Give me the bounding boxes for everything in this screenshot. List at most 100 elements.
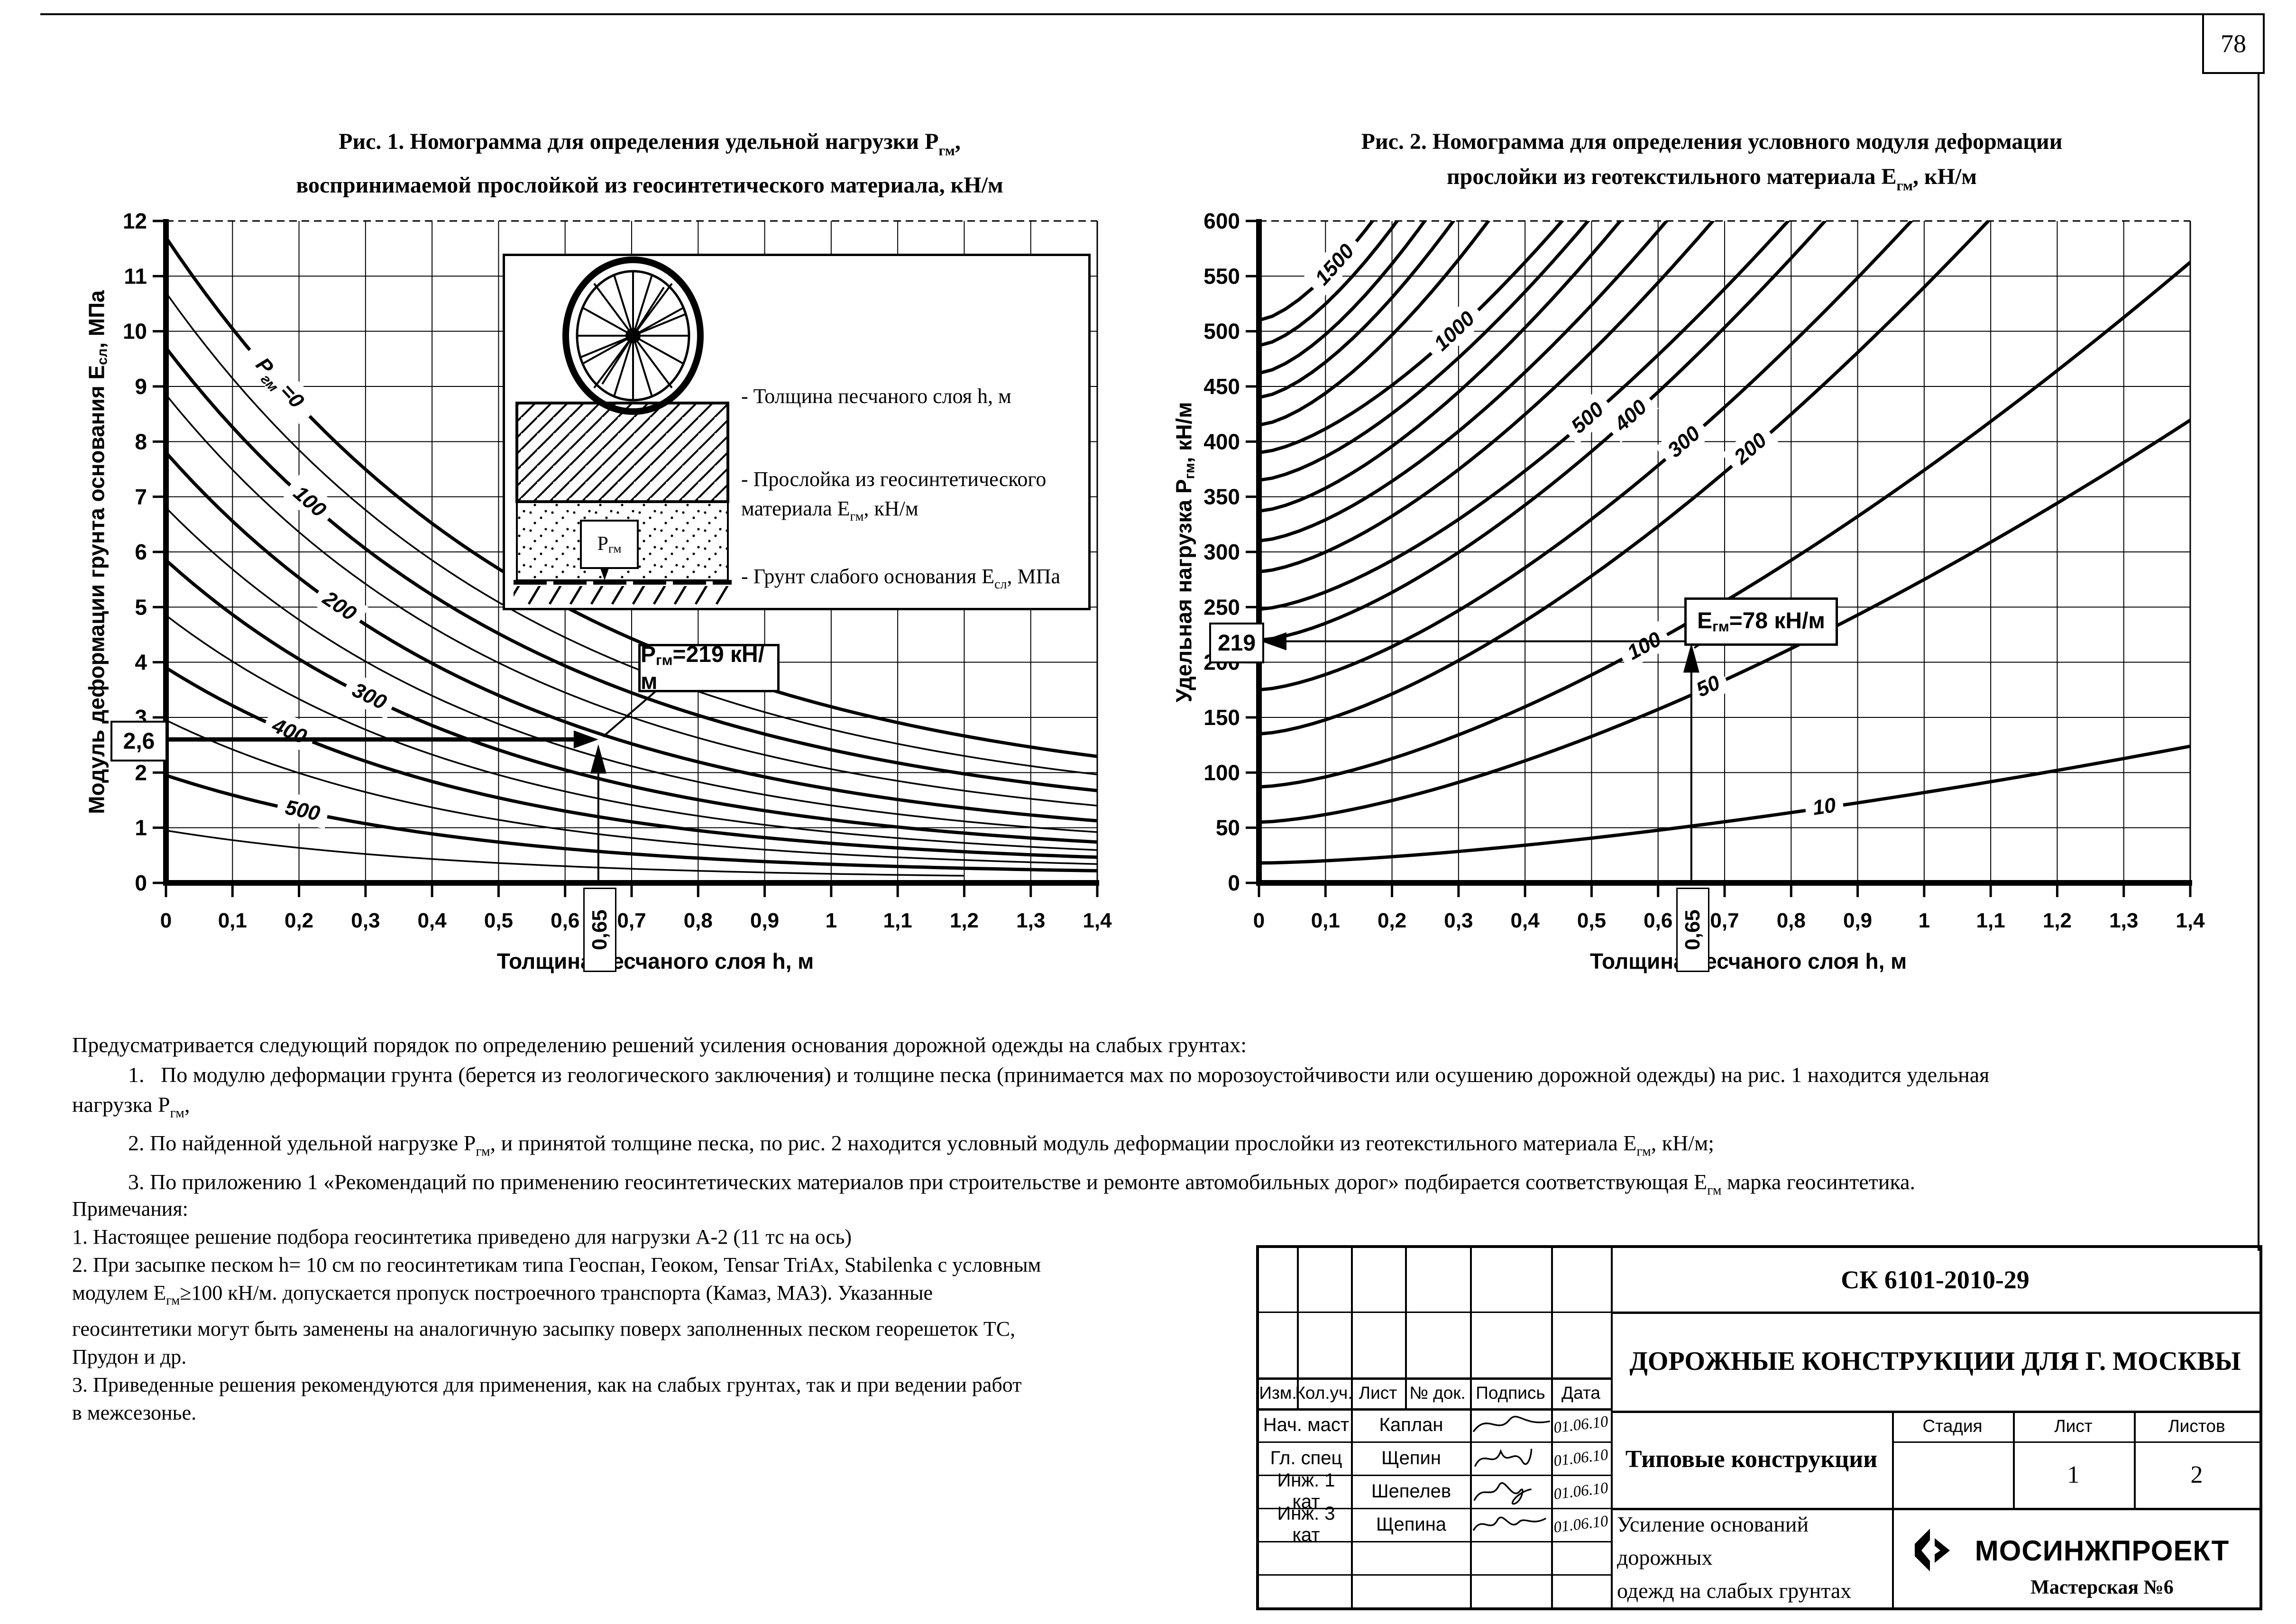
nomogram-curve [1259, 221, 1914, 692]
nomogram-curve [166, 615, 1098, 851]
fig1-result-value: Ргм=219 кН/м [641, 642, 765, 695]
x-tick-label: 1,4 [1083, 909, 1112, 932]
y-tick-label: 450 [1203, 374, 1240, 399]
y-tick-label: 12 [123, 209, 147, 233]
load-symbol-box: Ргм [580, 520, 639, 569]
x-tick-label: 0 [1253, 909, 1265, 932]
y-tick-label: 11 [124, 264, 147, 288]
y-tick-label: 0 [135, 871, 147, 895]
y-tick-label: 7 [135, 485, 147, 509]
stamp-role: Инж. 1 кат [1277, 1470, 1335, 1512]
stamp-workshop: Мастерская №6 [2030, 1577, 2174, 1598]
y-tick-label: 9 [135, 374, 147, 399]
signature [1472, 1415, 1550, 1432]
stamp-border [2259, 1245, 2262, 1610]
y-tick-label: 6 [135, 540, 147, 564]
procedure-line: Предусматривается следующий порядок по о… [72, 1033, 1247, 1057]
stamp-rule [1611, 1312, 2259, 1314]
note-line: Прудон и др. [72, 1345, 187, 1368]
stamp-header-Лист: Лист [1359, 1383, 1397, 1403]
stamp-rule [1259, 1475, 1611, 1476]
fig2-x-axis-title: Толщина песчаного слоя h, м [1589, 949, 1907, 973]
nomogram-curve [1259, 744, 2191, 865]
x-tick-label: 0,9 [750, 909, 779, 932]
y-tick-label: 1 [135, 816, 147, 840]
stamp-rule [1297, 1248, 1299, 1408]
x-tick-label: 0 [160, 909, 172, 932]
top-rule [40, 13, 2261, 15]
stamp-stage-col: Листов [2168, 1416, 2225, 1436]
stamp-doc-code: СК 6101-2010-29 [1841, 1266, 2030, 1294]
stamp-name: Щепин [1381, 1447, 1441, 1468]
nomogram-curve [166, 507, 1098, 833]
signature [1472, 1516, 1546, 1531]
x-tick-label: 1,2 [2043, 909, 2072, 932]
x-tick-label: 1,4 [2176, 909, 2205, 932]
note-line: в межсезонье. [72, 1401, 197, 1424]
note-line: Примечания: [72, 1197, 188, 1220]
y-tick-label: 550 [1203, 264, 1240, 288]
nomogram-curve [166, 719, 1098, 865]
nomogram-curve [166, 292, 1098, 776]
fig2-pgm-value: 219 [1217, 630, 1256, 656]
stamp-border [1256, 1245, 1259, 1610]
y-tick-label: 5 [135, 595, 147, 619]
fig1-esl-value: 2,6 [123, 728, 155, 754]
legend-item: - Грунт слабого основания Есл, МПа [741, 565, 1060, 592]
stamp-rule [1259, 1574, 1611, 1576]
nomogram-curve [166, 559, 1098, 844]
stamp-rule [1611, 1508, 2259, 1510]
stamp-header-док: № док. [1409, 1383, 1466, 1403]
note-line: модулем Егм≥100 кН/м. допускается пропус… [72, 1281, 933, 1308]
stamp-rule [1351, 1248, 1353, 1607]
stamp-rule [1611, 1248, 1613, 1607]
stamp-header-Дата: Дата [1561, 1383, 1600, 1403]
nomogram-curve [1259, 221, 1669, 543]
x-tick-label: 0,2 [1378, 909, 1406, 932]
x-tick-label: 0,8 [684, 909, 713, 932]
x-tick-label: 0,7 [1710, 909, 1739, 932]
y-tick-label: 300 [1203, 540, 1240, 564]
stamp-rule [1892, 1441, 2259, 1443]
nomogram-curve [1259, 221, 1456, 399]
stamp-role: Нач. маст [1263, 1414, 1350, 1435]
stamp-name: Каплан [1379, 1414, 1443, 1435]
stamp-rule [1259, 1312, 1611, 1313]
stamp-rule [1259, 1541, 1611, 1542]
fig1-title-line1: Рис. 1. Номограмма для определения удель… [339, 129, 961, 159]
stamp-subtitle: Типовые конструкции [1625, 1446, 1878, 1473]
stamp-border [1256, 1607, 2262, 1610]
procedure-line: 3. По приложению 1 «Рекомендаций по прим… [128, 1169, 1916, 1198]
procedure-line: 1. По модулю деформации грунта (берется … [128, 1063, 1990, 1087]
stamp-role: Инж. 3 кат [1277, 1503, 1335, 1545]
weak-soil-hatch [514, 586, 732, 606]
stamp-sheets-total: 2 [2190, 1461, 2203, 1488]
x-tick-label: 1,2 [950, 909, 979, 932]
note-line: 1. Настоящее решение подбора геосинтетик… [72, 1225, 852, 1248]
y-tick-label: 10 [123, 319, 147, 344]
fig1-result-callout: Ргм=219 кН/м [638, 642, 780, 695]
stamp-rule [1470, 1248, 1472, 1607]
stamp-rule [1259, 1441, 1611, 1443]
fig2-result-callout: Егм=78 кН/м [1684, 597, 1838, 646]
fig1-title-line2: воспринимаемой прослойкой из геосинтетич… [296, 173, 1003, 198]
page-number-value: 78 [2221, 29, 2246, 58]
x-tick-label: 1,3 [1016, 909, 1045, 932]
pavement-scheme [514, 257, 732, 606]
x-tick-label: 0,3 [351, 909, 380, 932]
nomogram-curve [166, 394, 1098, 807]
y-tick-label: 350 [1203, 485, 1240, 509]
fig1-legend-box: Ргм - Толщина песчаного слоя h, м - Просл… [503, 254, 1091, 610]
y-tick-label: 8 [135, 429, 147, 454]
fig2-result-value: Егм=78 кН/м [1697, 608, 1825, 635]
x-tick-label: 0,8 [1777, 909, 1806, 932]
procedure-line: нагрузка Ргм, [72, 1092, 190, 1121]
procedure-text: Предусматривается следующий порядок по о… [72, 1030, 2282, 1205]
fig1-title: Рис. 1. Номограмма для определения удель… [199, 124, 1100, 203]
note-line: 3. Приведенные решения рекомендуются для… [72, 1373, 1022, 1396]
stamp-header-Подпись: Подпись [1476, 1383, 1545, 1403]
page-number: 78 [2202, 13, 2265, 74]
x-tick-label: 0,6 [1644, 909, 1672, 932]
nomogram-curve [166, 829, 964, 877]
stamp-rule [1259, 1408, 1611, 1411]
